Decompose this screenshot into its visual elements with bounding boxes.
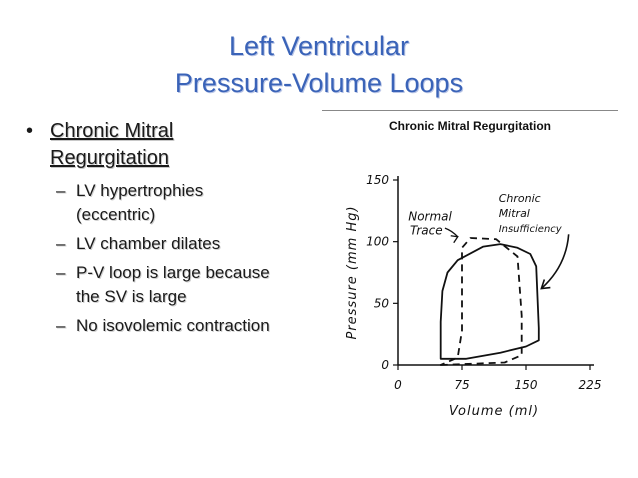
sub-bullet-list: – LV hypertrophies (eccentric) – LV cham… bbox=[22, 179, 322, 338]
sub-bullet-3-line-2: the SV is large bbox=[76, 287, 187, 306]
x-tick-label: 0 bbox=[394, 378, 402, 392]
dash-icon: – bbox=[56, 234, 66, 253]
chart-title: Chronic Mitral Regurgitation bbox=[389, 119, 551, 133]
y-tick-label: 150 bbox=[366, 173, 389, 187]
slide-title-line-1: Left Ventricular bbox=[228, 31, 410, 61]
y-tick-label: 100 bbox=[366, 235, 389, 249]
normal-trace-label-2: Trace bbox=[410, 223, 443, 237]
chart-series bbox=[439, 237, 540, 366]
sub-bullet-2: – LV chamber dilates bbox=[22, 232, 322, 256]
figure-top-rule bbox=[322, 110, 618, 111]
x-tick-label: 150 bbox=[515, 378, 538, 392]
dash-icon: – bbox=[56, 316, 66, 335]
chart-axes: 0 75 150 225 0 50 100 150 bbox=[366, 173, 601, 392]
pv-loop-chart: 0 75 150 225 0 50 100 150 Volume (ml) Pressure (… bbox=[345, 173, 601, 419]
bullet-main-line-1: Chronic Mitral bbox=[50, 120, 174, 142]
dash-icon: – bbox=[56, 181, 66, 200]
sub-bullet-3-line-1: P-V loop is large because bbox=[76, 263, 270, 282]
y-axis-label: Pressure (mm Hg) bbox=[345, 205, 360, 339]
sub-bullet-2-line-1: LV chamber dilates bbox=[76, 234, 221, 253]
normal-trace-loop bbox=[439, 237, 523, 366]
sub-bullet-3: – P-V loop is large because the SV is la… bbox=[22, 261, 322, 309]
y-tick-label: 50 bbox=[374, 296, 390, 310]
sub-bullet-4: – No isovolemic contraction bbox=[22, 314, 322, 338]
x-axis-label: Volume (ml) bbox=[449, 404, 539, 419]
normal-trace-label-1: Normal bbox=[408, 210, 452, 224]
sub-bullet-4-line-1: No isovolemic contraction bbox=[76, 316, 270, 335]
mitral-insufficiency-loop bbox=[439, 243, 540, 360]
y-tick-label: 0 bbox=[381, 358, 389, 372]
cmi-label-3: Insufficiency bbox=[499, 224, 563, 235]
cmi-label-1: Chronic bbox=[499, 192, 541, 205]
bullet-main: • Chronic Mitral Regurgitation bbox=[22, 118, 322, 172]
bullet-main-line-2: Regurgitation bbox=[50, 147, 169, 169]
sub-bullet-1: – LV hypertrophies (eccentric) bbox=[22, 179, 322, 227]
normal-trace-arrowhead-icon bbox=[450, 235, 459, 244]
sub-bullet-1-line-2: (eccentric) bbox=[76, 205, 156, 224]
cmi-arrowhead-icon bbox=[540, 279, 551, 290]
pv-loop-figure: Chronic Mitral Regurgitation 0 75 150 225 0 5… bbox=[322, 110, 618, 430]
normal-trace-arrow bbox=[444, 227, 459, 238]
sub-bullet-1-line-1: LV hypertrophies bbox=[76, 181, 204, 200]
x-tick-label: 75 bbox=[454, 378, 469, 392]
cmi-arrow bbox=[540, 234, 570, 290]
bullet-dot-icon: • bbox=[26, 120, 34, 142]
dash-icon: – bbox=[56, 263, 66, 282]
slide-title: Left Ventricular Pressure-Volume Loops bbox=[0, 28, 638, 102]
bullet-list: • Chronic Mitral Regurgitation – LV hype… bbox=[22, 118, 322, 343]
cmi-label-2: Mitral bbox=[499, 207, 530, 220]
x-tick-label: 225 bbox=[579, 378, 602, 392]
slide-title-line-2: Pressure-Volume Loops bbox=[174, 68, 464, 98]
